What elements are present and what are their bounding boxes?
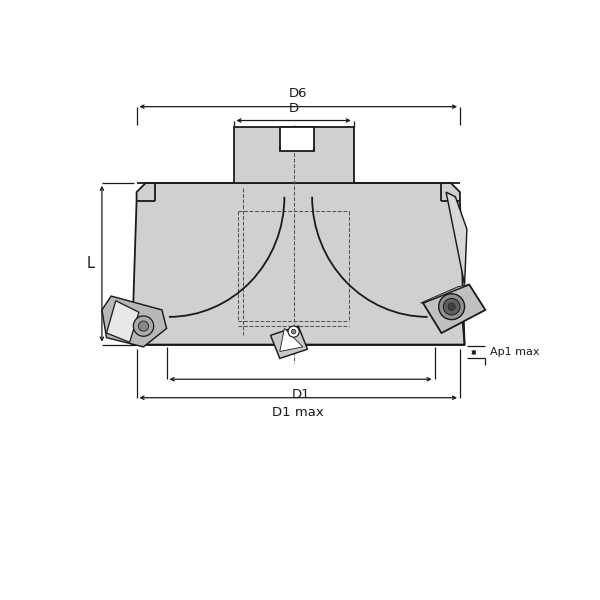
Polygon shape [446, 192, 467, 284]
Circle shape [443, 298, 460, 315]
Polygon shape [132, 183, 464, 344]
Circle shape [448, 303, 455, 310]
Polygon shape [107, 301, 139, 342]
Bar [280, 127, 314, 151]
Polygon shape [423, 284, 485, 333]
Bar [233, 127, 354, 183]
Text: D6: D6 [289, 87, 308, 100]
Circle shape [292, 329, 296, 334]
Polygon shape [271, 326, 308, 358]
Text: L: L [86, 256, 94, 271]
Text: D: D [289, 102, 299, 115]
Circle shape [288, 326, 299, 337]
Text: D1 max: D1 max [272, 406, 324, 419]
Text: D1: D1 [291, 388, 310, 401]
Circle shape [439, 294, 464, 320]
Polygon shape [280, 328, 303, 352]
Polygon shape [421, 284, 469, 303]
Polygon shape [102, 296, 167, 347]
Circle shape [139, 321, 149, 331]
Text: Ap1 max: Ap1 max [490, 347, 539, 358]
Circle shape [133, 316, 154, 336]
